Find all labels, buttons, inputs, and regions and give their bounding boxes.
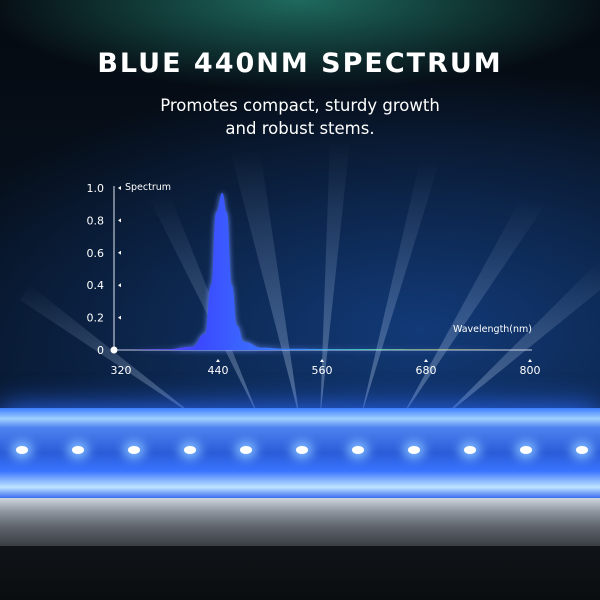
led-diode [464,446,476,454]
y-tick-label: 0.6 [87,247,105,260]
subtitle: Promotes compact, sturdy growth and robu… [0,94,600,140]
spectrum-area [114,192,530,350]
x-tick-label: 680 [416,364,437,377]
led-diode [352,446,364,454]
x-tick-label: 440 [208,364,229,377]
headline: BLUE 440NM SPECTRUM [97,48,503,79]
y-tick-label: 0.4 [87,279,105,292]
base-shadow [0,546,600,600]
y-tick-label: 0 [97,344,104,357]
led-diode [184,446,196,454]
x-axis-label: Wavelength(nm) [453,324,532,335]
y-tick-marker [118,250,121,255]
y-axis-label: Spectrum [125,182,171,193]
led-diode [296,446,308,454]
x-tick-marker [528,359,532,362]
y-tick-marker [118,315,121,320]
led-diode [72,446,84,454]
spectrum-chart: 0 0.2 0.4 0.6 0.8 1.0 320 440 560 680 800 Spectrum… [87,182,541,377]
led-diode [408,446,420,454]
aluminum-rail [0,498,600,546]
led-diode [576,446,588,454]
subtitle-line-2: and robust stems. [225,119,375,138]
y-tick-marker [118,218,121,223]
y-tick-label: 0.2 [87,312,105,325]
y-tick-label: 0.8 [87,214,105,227]
subtitle-line-1: Promotes compact, sturdy growth [160,96,440,115]
led-diode [520,446,532,454]
y-tick-label: 1.0 [87,182,105,195]
x-tick-marker [320,359,324,362]
y-tick-marker [118,283,121,288]
x-tick-marker [424,359,428,362]
x-tick-marker [216,359,220,362]
led-diode [240,446,252,454]
led-diode [16,446,28,454]
led-diode [128,446,140,454]
y-tick-marker [118,186,121,190]
x-tick-label: 320 [111,364,132,377]
x-tick-label: 560 [312,364,333,377]
x-tick-label: 800 [520,364,541,377]
